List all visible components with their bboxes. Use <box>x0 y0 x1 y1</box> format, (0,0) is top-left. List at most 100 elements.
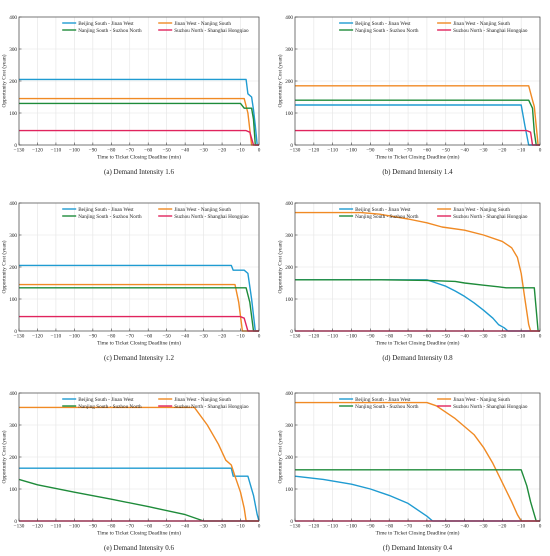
series-line <box>19 97 259 146</box>
y-tick-label: 400 <box>9 391 17 397</box>
legend-label: Jinan West - Nanjing South <box>174 207 231 213</box>
y-axis-label: Opportunity Cost (yuan) <box>1 430 8 483</box>
legend-label: Beijing South - Jinan West <box>78 397 134 403</box>
x-tick-label: −60 <box>144 524 153 530</box>
series-line <box>295 279 540 332</box>
x-tick-label: −50 <box>442 334 451 340</box>
panel-caption: (b) Demand Intensity 1.4 <box>382 168 453 176</box>
y-tick-label: 400 <box>9 15 17 21</box>
x-tick-label: −70 <box>126 524 135 530</box>
x-axis-label: Time to Ticket Closing Deadline (min) <box>97 154 181 161</box>
y-tick-label: 400 <box>285 201 293 207</box>
series-line <box>295 211 540 332</box>
series-line <box>19 287 259 332</box>
legend-label: Nanjing South - Suzhou North <box>355 214 419 220</box>
x-axis-label: Time to Ticket Closing Deadline (min) <box>376 340 460 347</box>
y-tick-label: 100 <box>9 297 17 303</box>
x-tick-label: 0 <box>539 334 542 340</box>
x-tick-label: −110 <box>327 524 338 530</box>
x-tick-label: −100 <box>346 148 357 154</box>
x-tick-label: −110 <box>51 524 62 530</box>
series-line <box>18 478 259 522</box>
x-tick-label: 0 <box>258 334 261 340</box>
x-tick-label: −70 <box>126 148 135 154</box>
x-tick-label: −20 <box>498 148 507 154</box>
y-tick-label: 200 <box>285 265 293 271</box>
x-tick-label: −90 <box>89 148 98 154</box>
x-tick-label: −40 <box>461 334 470 340</box>
x-tick-label: −50 <box>442 148 451 154</box>
x-axis-label: Time to Ticket Closing Deadline (min) <box>97 530 181 537</box>
x-axis-label: Time to Ticket Closing Deadline (min) <box>97 340 181 347</box>
y-tick-label: 400 <box>9 201 17 207</box>
legend-label: Beijing South - Jinan West <box>355 21 411 27</box>
x-tick-label: −30 <box>479 148 488 154</box>
x-tick-label: −100 <box>69 524 80 530</box>
legend-label: Suzhou North - Shanghai Hongqiao <box>453 214 528 220</box>
x-tick-label: −120 <box>308 524 319 530</box>
x-tick-label: −130 <box>290 334 301 340</box>
x-tick-label: −20 <box>218 148 227 154</box>
series-line <box>295 85 540 146</box>
x-tick-label: −10 <box>517 524 526 530</box>
x-tick-label: −100 <box>69 148 80 154</box>
x-tick-label: −20 <box>218 524 227 530</box>
y-tick-label: 0 <box>14 519 17 525</box>
x-tick-label: −90 <box>89 524 98 530</box>
x-tick-label: −130 <box>14 524 25 530</box>
legend-label: Jinan West - Nanjing South <box>174 21 231 27</box>
legend-label: Nanjing South - Suzhou North <box>355 28 419 34</box>
x-tick-label: −80 <box>107 524 116 530</box>
x-tick-label: −40 <box>461 524 470 530</box>
series-line <box>295 104 540 146</box>
x-tick-label: 0 <box>258 148 261 154</box>
y-axis-label: Opportunity Cost (yuan) <box>277 54 284 107</box>
x-tick-label: −80 <box>107 148 116 154</box>
series-line <box>19 283 259 332</box>
legend-label: Nanjing South - Suzhou North <box>78 214 142 220</box>
panel-caption: (f) Demand Intensity 0.4 <box>383 544 453 552</box>
y-tick-label: 200 <box>285 455 293 461</box>
legend-label: Suzhou North - Shanghai Hongqiao <box>174 214 249 220</box>
legend-label: Nanjing South - Suzhou North <box>78 404 142 410</box>
y-tick-label: 0 <box>14 329 17 335</box>
x-tick-label: −70 <box>126 334 135 340</box>
series-line <box>19 264 259 332</box>
x-tick-label: −20 <box>218 334 227 340</box>
legend-label: Beijing South - Jinan West <box>355 207 411 213</box>
x-tick-label: −80 <box>107 334 116 340</box>
y-axis-label: Opportunity Cost (yuan) <box>1 240 8 293</box>
y-tick-label: 200 <box>9 79 17 85</box>
x-tick-label: −70 <box>404 524 413 530</box>
y-tick-label: 300 <box>285 233 293 239</box>
y-tick-label: 200 <box>9 265 17 271</box>
y-tick-label: 300 <box>285 47 293 53</box>
series-line <box>294 475 540 522</box>
series-line <box>295 401 540 522</box>
x-tick-label: −70 <box>404 148 413 154</box>
series-line <box>295 99 540 146</box>
y-tick-label: 100 <box>285 111 293 117</box>
y-tick-label: 100 <box>9 111 17 117</box>
y-tick-label: 300 <box>9 233 17 239</box>
x-tick-label: −10 <box>517 148 526 154</box>
x-tick-label: −80 <box>385 524 394 530</box>
legend-label: Suzhou North - Shanghai Hongqiao <box>453 28 528 34</box>
x-tick-label: −90 <box>366 148 375 154</box>
x-tick-label: −10 <box>236 334 245 340</box>
legend-label: Beijing South - Jinan West <box>78 207 134 213</box>
y-tick-label: 0 <box>14 143 17 149</box>
y-tick-label: 200 <box>285 79 293 85</box>
series-line <box>295 279 540 332</box>
x-tick-label: −120 <box>32 334 43 340</box>
y-tick-label: 300 <box>285 423 293 429</box>
y-axis-label: Opportunity Cost (yuan) <box>277 430 284 483</box>
x-tick-label: −90 <box>366 524 375 530</box>
panel-caption: (e) Demand Intensity 0.6 <box>104 544 174 552</box>
y-axis-label: Opportunity Cost (yuan) <box>277 240 284 293</box>
